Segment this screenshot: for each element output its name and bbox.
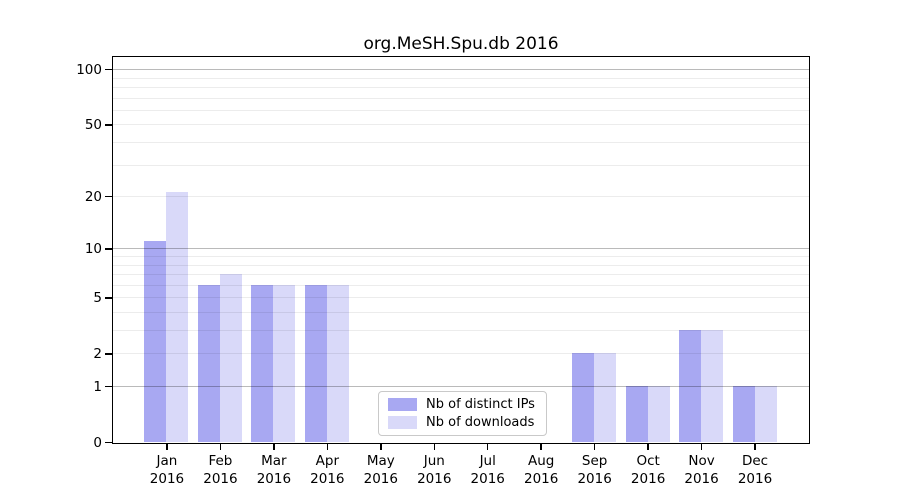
y-tick-mark-100 bbox=[105, 68, 112, 71]
bar-distinct-ips-feb bbox=[197, 284, 220, 442]
y-tick-mark-5 bbox=[105, 297, 112, 299]
y-tick-mark-1 bbox=[105, 385, 112, 388]
gridline-y-4 bbox=[113, 311, 809, 313]
y-tick-label-1: 1 bbox=[93, 378, 102, 395]
gridline-y-5 bbox=[113, 297, 809, 299]
legend-label: Nb of downloads bbox=[426, 415, 535, 430]
x-tick-mark-feb bbox=[219, 444, 222, 450]
gridline-y-20 bbox=[113, 196, 809, 198]
bar-downloads-oct bbox=[647, 386, 670, 442]
gridline-y-30 bbox=[113, 164, 809, 166]
gridline-y-6 bbox=[113, 284, 809, 286]
x-tick-label-sep: Sep 2016 bbox=[577, 453, 612, 487]
x-tick-label-may: May 2016 bbox=[363, 453, 398, 487]
legend: Nb of distinct IPs Nb of downloads bbox=[378, 391, 547, 436]
gridline-y-40 bbox=[113, 142, 809, 144]
y-tick-label-10: 10 bbox=[84, 240, 102, 257]
gridline-y-3 bbox=[113, 330, 809, 332]
bar-downloads-mar bbox=[273, 284, 296, 442]
x-tick-mark-may bbox=[380, 444, 382, 450]
legend-label: Nb of distinct IPs bbox=[426, 397, 535, 412]
gridline-y-90 bbox=[113, 77, 809, 79]
x-tick-mark-oct bbox=[647, 444, 649, 450]
y-tick-label-5: 5 bbox=[93, 289, 102, 306]
chart-title: org.MeSH.Spu.db 2016 bbox=[363, 34, 559, 54]
x-tick-mark-mar bbox=[273, 444, 275, 450]
gridline-y-8 bbox=[113, 264, 809, 266]
y-tick-mark-50 bbox=[105, 124, 112, 126]
bar-downloads-apr bbox=[326, 284, 349, 442]
gridline-y-1 bbox=[113, 386, 809, 387]
x-tick-mark-aug bbox=[540, 444, 542, 450]
gridline-y-70 bbox=[113, 97, 809, 99]
gridline-y-9 bbox=[113, 256, 809, 257]
bar-downloads-dec bbox=[754, 386, 777, 442]
x-tick-mark-dec bbox=[754, 444, 756, 450]
x-tick-mark-sep bbox=[593, 444, 596, 450]
legend-item-distinct-ips: Nb of distinct IPs bbox=[388, 397, 546, 412]
x-tick-mark-nov bbox=[700, 444, 703, 450]
x-tick-label-nov: Nov 2016 bbox=[684, 453, 719, 487]
x-tick-label-dec: Dec 2016 bbox=[737, 453, 773, 487]
x-tick-label-oct: Oct 2016 bbox=[630, 453, 666, 487]
y-tick-label-2: 2 bbox=[93, 345, 102, 362]
gridline-y-100 bbox=[113, 69, 809, 71]
gridline-y-50 bbox=[113, 124, 809, 126]
bar-distinct-ips-oct bbox=[625, 386, 648, 442]
y-tick-label-100: 100 bbox=[76, 61, 102, 78]
bar-downloads-nov bbox=[701, 330, 724, 442]
bar-distinct-ips-jan bbox=[144, 241, 167, 442]
x-tick-mark-apr bbox=[326, 444, 329, 450]
y-tick-mark-0 bbox=[105, 441, 112, 444]
y-tick-label-20: 20 bbox=[84, 188, 102, 205]
x-tick-label-mar: Mar 2016 bbox=[256, 453, 292, 487]
x-tick-mark-jul bbox=[486, 444, 489, 450]
x-tick-label-feb: Feb 2016 bbox=[203, 453, 238, 487]
plot-area bbox=[112, 56, 810, 444]
y-tick-label-0: 0 bbox=[93, 434, 102, 451]
x-tick-mark-jun bbox=[433, 444, 436, 450]
y-tick-mark-10 bbox=[105, 248, 112, 250]
bar-downloads-jan bbox=[166, 192, 189, 442]
bar-downloads-sep bbox=[594, 353, 617, 442]
legend-swatch-0 bbox=[388, 398, 417, 411]
x-tick-label-aug: Aug 2016 bbox=[524, 453, 559, 487]
y-tick-mark-20 bbox=[105, 195, 112, 198]
bar-distinct-ips-apr bbox=[304, 284, 327, 442]
x-tick-label-jan: Jan 2016 bbox=[149, 453, 185, 487]
x-tick-label-jul: Jul 2016 bbox=[470, 453, 505, 487]
bar-distinct-ips-nov bbox=[679, 330, 702, 442]
gridline-y-10 bbox=[113, 248, 809, 250]
y-tick-label-50: 50 bbox=[84, 116, 102, 133]
gridline-y-80 bbox=[113, 87, 809, 89]
bar-distinct-ips-mar bbox=[251, 284, 274, 442]
x-tick-label-jun: Jun 2016 bbox=[417, 453, 452, 487]
x-tick-label-apr: Apr 2016 bbox=[310, 453, 345, 487]
x-tick-mark-jan bbox=[166, 444, 168, 450]
bar-distinct-ips-sep bbox=[572, 353, 595, 442]
legend-item-downloads: Nb of downloads bbox=[388, 415, 546, 430]
gridline-y-60 bbox=[113, 109, 809, 111]
y-tick-mark-2 bbox=[105, 353, 112, 355]
bar-downloads-feb bbox=[219, 274, 242, 442]
gridline-y-2 bbox=[113, 353, 809, 355]
bar-distinct-ips-dec bbox=[732, 386, 755, 442]
gridline-y-7 bbox=[113, 274, 809, 276]
legend-swatch-1 bbox=[388, 416, 417, 429]
